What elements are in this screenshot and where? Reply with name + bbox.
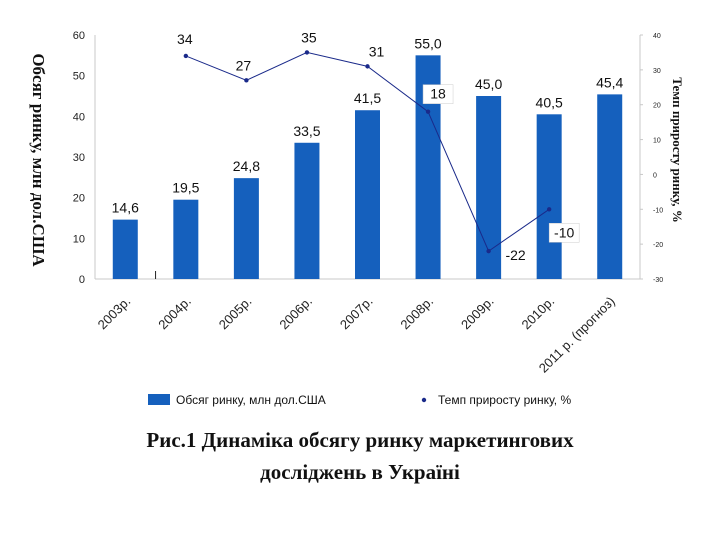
y2-tick-label: 10 [653,138,661,145]
y-tick-label: 20 [73,193,85,205]
x-tick-label: 2009р. [458,294,497,333]
growth-rate-point [183,53,189,59]
bar [173,199,199,279]
x-tick-label: 2010р. [519,294,558,333]
y2-tick-label: 0 [653,172,657,179]
line-label-bg [548,223,580,243]
y2-tick-label: 30 [653,68,661,75]
y2-tick-label: -10 [653,207,663,214]
bar-value-label: 40,5 [536,94,563,110]
growth-rate-point [365,64,370,69]
legend: Обсяг ринку, млн дол.США Темп приросту ри… [148,393,571,407]
growth-rate-point [425,109,431,114]
bar-label-bg [529,93,570,112]
caption-line-1: Рис.1 Динаміка обсягу ринку маркетингови… [146,428,574,452]
line-value-label: 18 [430,86,446,102]
bar-value-label: 19,5 [172,180,199,196]
bar-label-bg [105,198,146,217]
y2-tick-label: 40 [653,33,661,40]
bar-value-label: 41,5 [354,90,381,106]
bar [536,114,562,279]
legend-line-marker [421,397,427,403]
x-tick-label: 2004р. [155,294,194,333]
bar-label-bg [347,89,388,108]
growth-rate-point [546,207,552,212]
bar-label-bg [286,121,327,140]
line-value-label: 35 [301,29,317,45]
line-value-label: 27 [236,57,252,73]
legend-bar-label: Обсяг ринку, млн дол.США [176,393,326,407]
caption-line-2: досліджень в Україні [260,460,460,484]
bar [476,96,502,279]
bar-value-label: 55,0 [414,35,441,51]
growth-rate-point [486,248,491,254]
y-tick-label: 30 [73,152,85,164]
bar [233,178,259,279]
y-tick-label: 50 [73,71,85,83]
x-tick-label: 2008р. [397,294,436,333]
labels-layer: 14,6 19,5 24,8 33,5 41,5 55,0 45,0 40,5 45,4 34 27… [105,29,630,263]
line-value-label: 34 [177,31,193,47]
bar-label-bg [226,157,267,176]
growth-rate-point [244,78,249,83]
line-label-bg [422,84,454,104]
bar-value-label: 14,6 [112,200,139,216]
bars-layer [112,55,623,280]
bar [355,110,380,279]
y-axis-title: Обсяг ринку, млн дол.США [29,53,48,267]
bar-label-bg [408,34,449,53]
bar-label-bg [165,178,206,197]
y2-tick-label: 20 [653,103,661,110]
line-value-label: -10 [554,224,574,240]
line-value-label: 31 [369,43,385,59]
bar-value-label: 45,4 [596,74,623,90]
bar [112,219,138,279]
line-value-label: -22 [505,247,525,263]
chart: 0 10 20 30 40 50 60 -30 -20 -10 0 10 20 30 40 Обсяг рин… [29,29,685,407]
figure-caption: Рис.1 Динаміка обсягу ринку маркетингови… [60,424,660,488]
bar-value-label: 24,8 [233,158,260,174]
bar [294,142,320,279]
x-tick-label: 2006р. [276,294,315,333]
y-tick-label: 60 [73,30,85,42]
bar-value-label: 45,0 [475,76,502,92]
growth-rate-point [304,50,310,55]
bar [597,94,623,279]
y2-tick-label: -20 [653,242,663,249]
y-tick-label: 40 [73,111,85,123]
legend-bar-swatch [148,394,170,405]
y-tick-label: 10 [73,233,85,245]
y-tick-label: 0 [79,274,85,286]
legend-line-label: Темп приросту ринку, % [438,393,571,407]
line-layer [183,50,552,254]
bar-label-bg [589,73,630,92]
y2-tick-label: -30 [653,277,663,284]
bar-value-label: 33,5 [293,123,320,139]
y2-axis-title: Темп приросту ринку, % [670,77,685,222]
x-tick-label: 2005р. [216,294,255,333]
bar-label-bg [468,75,509,93]
x-tick-label: 2007р. [337,294,376,333]
x-tick-label: 2003р. [95,294,134,333]
